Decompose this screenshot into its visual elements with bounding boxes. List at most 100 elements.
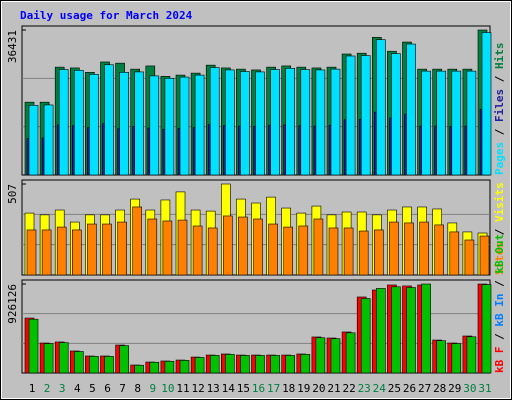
legend: Pages / Files / Hits: [493, 43, 506, 176]
bar: [436, 70, 447, 176]
bar: [358, 230, 369, 276]
bar: [238, 216, 248, 276]
x-tick-label: 25: [388, 382, 401, 395]
bar: [449, 231, 460, 276]
legend-item: Sites: [493, 242, 506, 275]
bar: [436, 340, 447, 374]
x-tick-label: 2: [44, 382, 51, 395]
legend-item: Pages: [493, 142, 506, 175]
bar: [315, 69, 326, 176]
x-tick-label: 24: [373, 382, 387, 395]
x-tick-label: 27: [418, 382, 431, 395]
legend-item: kB F: [493, 347, 506, 374]
bar: [104, 356, 114, 374]
bar: [179, 76, 190, 176]
bar: [87, 223, 97, 276]
bar: [74, 70, 84, 176]
x-tick-label: 22: [342, 382, 355, 395]
x-tick-label: 30: [463, 382, 476, 395]
chart-title: Daily usage for March 2024: [20, 9, 193, 22]
bar: [28, 105, 39, 176]
bar: [421, 283, 431, 374]
x-tick-label: 14: [222, 382, 236, 395]
bar: [375, 288, 386, 374]
bar: [421, 70, 431, 176]
x-tick-label: 13: [207, 382, 220, 395]
legend-separator: /: [493, 274, 506, 294]
bar: [147, 218, 158, 276]
x-tick-label: 23: [358, 382, 371, 395]
bar: [419, 221, 429, 276]
x-tick-label: 15: [237, 382, 250, 395]
x-tick-label: 21: [327, 382, 340, 395]
bar: [194, 74, 205, 176]
bar: [360, 55, 371, 176]
bar: [255, 71, 265, 176]
x-tick-label: 10: [161, 382, 174, 395]
bar: [300, 354, 311, 374]
bar: [149, 75, 160, 176]
bar: [192, 225, 203, 276]
bar: [134, 364, 144, 374]
bar: [298, 225, 309, 276]
bar: [56, 226, 67, 276]
bar: [240, 355, 250, 374]
x-tick-label: 6: [104, 382, 111, 395]
bar: [389, 221, 399, 276]
legend-separator: /: [493, 327, 506, 347]
bar: [253, 218, 263, 276]
x-tick-label: 18: [282, 382, 295, 395]
bar: [26, 229, 37, 276]
bar: [164, 77, 175, 176]
bar: [375, 39, 386, 176]
bar: [360, 298, 371, 374]
bar: [102, 223, 112, 276]
bar: [177, 219, 188, 276]
bar: [479, 235, 490, 276]
bar: [315, 337, 326, 374]
bar: [451, 343, 462, 374]
x-tick-label: 19: [297, 382, 310, 395]
bar: [119, 345, 129, 374]
bar: [270, 355, 280, 374]
bar: [209, 355, 220, 374]
bar: [117, 221, 127, 276]
x-tick-label: 29: [448, 382, 461, 395]
bar: [330, 68, 341, 176]
x-tick-label: 4: [74, 382, 81, 395]
bar: [89, 74, 99, 176]
legend-item: Files: [493, 89, 506, 122]
bar: [58, 342, 69, 374]
bar: [404, 222, 414, 276]
bar: [270, 69, 280, 176]
bar: [391, 286, 401, 374]
bar: [255, 355, 265, 374]
bar: [300, 69, 311, 176]
bar: [345, 55, 356, 176]
x-tick-label: 12: [191, 382, 204, 395]
x-tick-label: 31: [478, 382, 491, 395]
bar: [89, 356, 99, 374]
bar: [104, 64, 114, 176]
bar: [209, 67, 220, 176]
bar: [225, 354, 235, 374]
legend-separator: /: [493, 222, 506, 242]
bar: [72, 229, 82, 276]
y-tick-label: 926126: [6, 284, 19, 324]
bar: [132, 206, 142, 276]
bar: [41, 229, 52, 276]
bar: [164, 360, 175, 374]
bar: [162, 220, 173, 276]
bar: [119, 72, 129, 176]
bar: [285, 68, 296, 176]
x-tick-label: 1: [29, 382, 36, 395]
x-tick-label: 16: [252, 382, 265, 395]
bar: [406, 43, 416, 176]
bar: [134, 71, 144, 176]
x-tick-label: 17: [267, 382, 280, 395]
x-tick-label: 26: [403, 382, 416, 395]
legend: kB F / kB In / kB Out: [493, 234, 506, 373]
bar: [330, 338, 341, 374]
bar: [373, 229, 384, 276]
bar: [451, 70, 462, 176]
